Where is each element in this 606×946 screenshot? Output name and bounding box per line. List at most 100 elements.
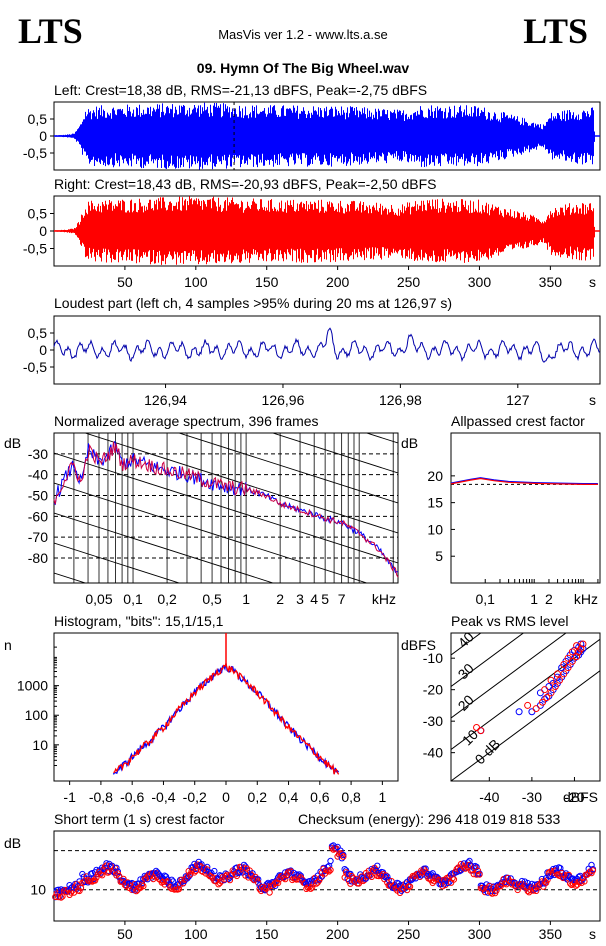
crest-diagonal [451,638,600,751]
crest-diagonal [451,670,600,781]
x-tick-label: -0,6 [120,789,144,805]
logo-right: LTS [523,11,588,51]
diagonal-label: 40 [455,628,477,650]
crest-point-right [306,883,313,891]
x-unit-label: s [589,274,596,290]
crest-point-right [325,868,333,875]
x-tick-label: 0,2 [248,789,268,805]
y-tick-label: -50 [28,488,48,504]
y-axis-label: dB [4,835,21,851]
short-term-frame [53,830,601,922]
x-tick-label: 0,4 [279,789,299,805]
crest-point-left [327,857,334,865]
x-tick-label: -40 [479,789,499,805]
x-tick-label: 0,5 [202,591,222,607]
crest-diagonal [451,633,482,656]
x-tick-label: 7 [338,591,346,607]
x-tick-label: 1 [242,591,250,607]
crest-point-right [138,881,146,888]
x-tick-label: -0,2 [183,789,207,805]
histogram-chart: 1000 100 10 n -1 -0,8 -0,6 -0,4 -0,2 0 0,2 0,4 0,6 0,… [4,632,399,805]
slope-line [54,512,275,583]
crest-point-right [382,872,390,879]
y-tick-label: -40 [28,467,48,483]
crest-diagonal [451,633,567,719]
diagonal-label: 20 [455,691,477,713]
slope-line [54,663,398,773]
crest-point-left [384,873,391,880]
crest-point-right [416,873,424,880]
y-axis-label: n [4,637,12,653]
loudest-part-title: Loudest part (left ch, 4 samples >95% du… [54,295,453,311]
allpass-frame [450,432,601,584]
peak-rms-point-right [547,689,555,697]
x-tick-label: 4 [310,591,318,607]
x-tick-label: 300 [468,926,492,942]
track-title: 09. Hymn Of The Big Wheel.wav [196,60,410,76]
x-unit-label: s [589,926,596,942]
peak-rms-frame [450,632,601,782]
x-tick-label: 1 [530,591,538,607]
crest-point-right [308,884,316,891]
slope-line [54,542,181,583]
slope-line [54,452,398,564]
y-axis-label: dB [401,435,418,451]
x-tick-label: 100 [184,274,208,290]
x-tick-label: 300 [468,274,492,290]
y-tick-label: 0 [39,223,47,239]
x-tick-label: 0,2 [157,591,177,607]
x-tick-label: 0,1 [123,591,143,607]
x-tick-label: 126,94 [144,392,187,408]
y-tick-label: -70 [28,529,48,545]
left-waveform-chart: 0,50-0,5 [23,101,601,171]
x-tick-label: 0,1 [475,591,495,607]
crest-point-left [405,881,412,889]
y-tick-label: 15 [427,495,443,511]
spectrum-right-trace [53,441,399,578]
y-tick-label: 10 [32,737,48,753]
peak-rms-point-right [539,698,547,706]
crest-point-right [266,889,273,896]
y-tick-label: -0,5 [23,359,47,375]
checksum: Checksum (energy): 296 418 019 818 533 [298,811,561,827]
x-tick-label: 250 [397,926,421,942]
crest-diagonal [451,633,525,688]
y-axis-label: dB [4,435,21,451]
crest-point-right [175,885,183,893]
slope-line [177,433,398,504]
x-tick-label: 0,6 [310,789,330,805]
short-term-crest-chart: 10 dB 50 100 150 200 250 300 350 s [4,830,601,942]
left-channel-title: Left: Crest=18,38 dB, RMS=-21,13 dBFS, P… [54,82,428,98]
x-unit-label: dBFS [563,789,598,805]
crest-point-right [476,871,483,878]
app-title: MasVis ver 1.2 - www.lts.a.se [218,27,388,42]
allpass-right-trace [450,477,598,485]
crest-point-right [62,886,69,894]
peak-rms-point-left [545,683,553,691]
histogram-right-trace [113,661,340,775]
y-tick-label: -20 [423,682,443,698]
peak-rms-point-right [543,694,551,702]
crest-point-right [493,887,500,894]
x-unit-label: kHz [372,591,396,607]
x-tick-label: 200 [326,926,350,942]
y-tick-label: 5 [435,548,443,564]
y-tick-label: -0,5 [23,241,47,257]
peak-rms-point-right [477,727,485,735]
crest-point-left [113,864,120,871]
x-tick-label: 1 [378,789,386,805]
x-unit-label: s [589,392,596,408]
x-tick-label: 5 [321,591,329,607]
allpass-left-trace [450,477,598,485]
x-tick-label: 2 [545,591,553,607]
x-tick-label: 50 [117,274,133,290]
crest-point-right [450,876,458,883]
peak-rms-point-right [579,640,587,648]
x-tick-label: 350 [539,926,563,942]
crest-point-right [327,866,334,874]
allpass-title: Allpassed crest factor [451,413,585,429]
crest-point-left [168,876,175,883]
x-tick-label: 350 [539,274,563,290]
